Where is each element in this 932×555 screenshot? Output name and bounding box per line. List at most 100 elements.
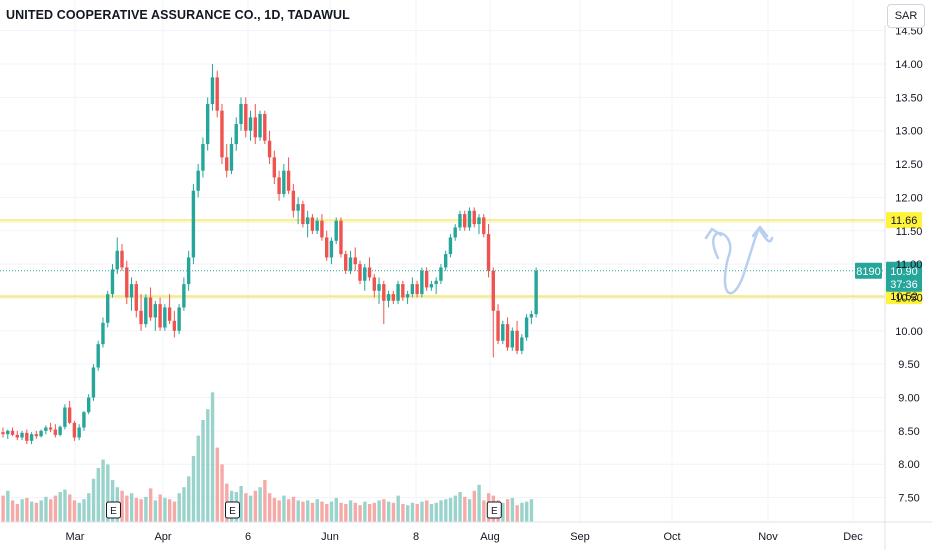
- candle-body: [386, 294, 391, 301]
- candle-body: [210, 77, 215, 105]
- volume-bar: [410, 502, 415, 522]
- price-tick-label: 13.50: [895, 92, 923, 104]
- candle-body: [472, 210, 476, 225]
- candle-body: [244, 104, 248, 131]
- candle-body: [505, 324, 510, 348]
- volume-bar: [272, 498, 277, 522]
- symbol-badge: [855, 262, 882, 279]
- volume-bar: [477, 484, 481, 522]
- price-tick-label: 11.50: [896, 226, 923, 238]
- candle-body: [225, 157, 229, 171]
- projection-arrowhead-right: [751, 225, 769, 238]
- candle-body: [415, 284, 419, 295]
- volume-bar: [301, 501, 305, 522]
- volume-bar: [339, 502, 343, 522]
- candle-body: [391, 294, 396, 301]
- volume-bar: [372, 502, 377, 522]
- volume-bar: [420, 501, 424, 522]
- candle-body: [324, 237, 329, 258]
- candlesticks[interactable]: [1, 64, 538, 445]
- candle-body: [115, 250, 119, 270]
- time-tick-label: 8: [413, 531, 419, 543]
- candle-body: [463, 214, 467, 228]
- candle-body: [291, 190, 296, 211]
- earnings-marker: [486, 501, 502, 519]
- candle-body: [29, 434, 34, 441]
- horizontal-levels[interactable]: 11.66 10.52: [0, 212, 922, 305]
- candle-body: [282, 170, 286, 195]
- volume-bar: [463, 496, 467, 522]
- candle-body: [453, 227, 457, 238]
- volume-bar: [248, 495, 253, 522]
- candle-body: [510, 330, 515, 348]
- candle-body: [467, 210, 472, 228]
- volume-bar: [220, 464, 224, 522]
- volume-bar: [363, 501, 367, 522]
- candle-body: [205, 104, 210, 145]
- candle-body: [277, 177, 281, 195]
- volume-bar: [358, 505, 362, 522]
- volume-bar: [6, 490, 10, 522]
- volume-bar: [287, 499, 291, 522]
- volume-bar: [201, 420, 205, 522]
- candle-body: [344, 254, 348, 271]
- volume-bar: [334, 498, 338, 522]
- volume-bar: [158, 494, 162, 522]
- candle-body: [367, 267, 372, 278]
- candle-body: [1, 432, 5, 435]
- candle-body: [334, 220, 338, 241]
- candle-body: [458, 214, 462, 228]
- volume-bar: [525, 501, 529, 522]
- volume-bar: [310, 502, 315, 522]
- currency-button[interactable]: SAR: [887, 4, 925, 28]
- volume-bar: [415, 504, 419, 522]
- candle-body: [329, 240, 334, 258]
- volume-bar: [510, 498, 515, 522]
- price-tick-label: 9.50: [898, 359, 919, 371]
- time-tick-label: Aug: [480, 531, 500, 543]
- volume-bar: [25, 498, 29, 522]
- candle-body: [286, 170, 291, 191]
- candle-body: [91, 367, 96, 398]
- candle-body: [482, 217, 486, 235]
- candle-body: [129, 284, 134, 298]
- volume-bar: [306, 500, 310, 522]
- axes[interactable]: 14.50 14.00 13.50 13.00 12.50 12.00 11.50 11.00…: [0, 25, 932, 550]
- candle-body: [401, 284, 405, 298]
- volume-bar: [20, 499, 24, 522]
- volume-bar: [120, 490, 124, 522]
- volume-bar: [529, 499, 534, 522]
- volume-bar: [196, 435, 200, 522]
- earnings-marker: [224, 501, 240, 519]
- volume-bar: [53, 495, 58, 522]
- candle-body: [220, 110, 224, 158]
- chart-title: UNITED COOPERATIVE ASSURANCE CO., 1D, TA…: [6, 8, 350, 22]
- volume-bar: [110, 480, 115, 522]
- candle-body: [82, 412, 86, 428]
- candle-body: [358, 264, 362, 281]
- candle-body: [15, 434, 19, 438]
- volume-bar: [263, 480, 267, 522]
- volume-bar: [106, 464, 110, 522]
- candle-body: [524, 317, 529, 338]
- candle-body: [405, 294, 410, 298]
- volume-bar: [401, 504, 405, 522]
- volume-bar: [77, 502, 81, 522]
- candle-body: [101, 322, 105, 345]
- volume-bar: [367, 504, 372, 522]
- level-price-label: 10.52: [890, 291, 918, 303]
- volume-bar: [253, 490, 258, 522]
- volume-bar: [206, 409, 210, 522]
- candle-body: [448, 237, 453, 255]
- candle-body: [310, 217, 315, 231]
- level-price-label: 11.66: [891, 215, 918, 227]
- volume-bar: [277, 500, 281, 522]
- volume-bar: [325, 504, 329, 522]
- grid-lines: [0, 0, 885, 522]
- candle-body: [144, 297, 148, 325]
- price-tick-label: 10.50: [895, 292, 923, 304]
- candle-body: [63, 407, 67, 427]
